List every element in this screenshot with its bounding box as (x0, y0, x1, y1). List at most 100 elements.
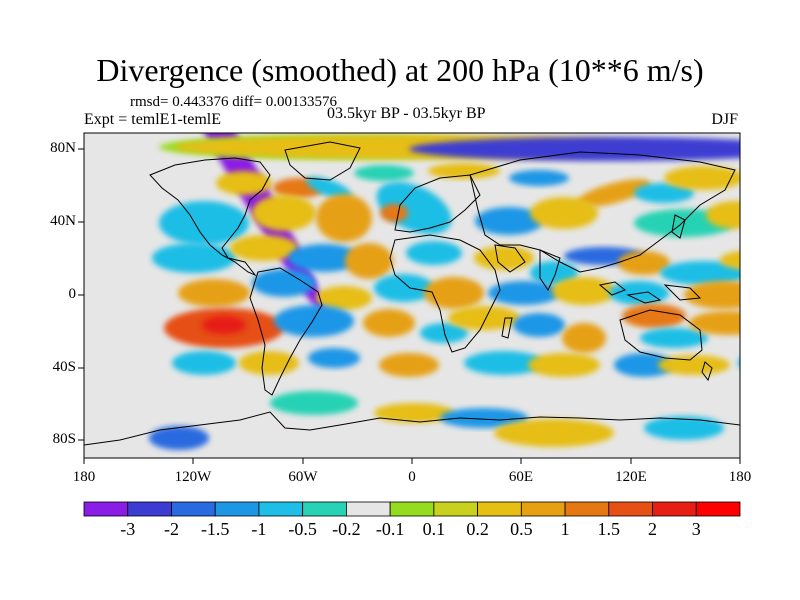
anomaly-patch (577, 179, 651, 207)
anomaly-patch (771, 214, 800, 242)
anomaly-patch (448, 306, 520, 330)
anomaly-patch (316, 194, 372, 242)
anomaly-patch (374, 403, 454, 423)
colorbar-box (477, 501, 522, 517)
anomaly-patch (216, 171, 272, 195)
anomaly-patch (420, 323, 468, 343)
axis-ticks (78, 148, 741, 464)
plot-title: Divergence (smoothed) at 200 hPa (10**6 … (96, 52, 704, 88)
x-tick-label: 60W (288, 469, 318, 485)
anomaly-patch (494, 419, 614, 447)
x-tick-label: 120W (174, 469, 212, 485)
y-tick-label: 0 (68, 286, 77, 302)
colorbar-label: 1.5 (597, 519, 621, 539)
anomaly-patch (409, 137, 740, 161)
x-tick-label: 180 (72, 469, 96, 485)
anomaly-patch (775, 238, 800, 254)
colorbar-label: 1 (560, 519, 570, 539)
colorbar-box (564, 501, 610, 517)
anomaly-patch (379, 353, 439, 377)
anomaly-patch (440, 408, 528, 428)
stats-line: rmsd= 0.443376 diff= 0.00133576 (130, 94, 338, 110)
anomaly-patch (780, 259, 800, 283)
colorbar-label: 2 (648, 519, 658, 539)
period-label: 03.5kyr BP - 03.5kyr BP (327, 105, 486, 122)
anomaly-patch (239, 351, 299, 375)
divergence-field (143, 133, 800, 450)
anomaly-patch (744, 416, 800, 440)
anomaly-patch (530, 261, 578, 285)
anomaly-patch (748, 321, 800, 345)
colorbar-box (695, 501, 741, 517)
anomaly-patch (562, 323, 606, 353)
anomaly-patch (664, 166, 740, 190)
y-tick-label: 80S (52, 431, 76, 447)
anomaly-patch (363, 309, 415, 337)
x-tick-label: 180 (728, 469, 752, 485)
colorbar-box (652, 501, 697, 517)
anomaly-patch (622, 304, 686, 328)
y-tick-label: 40N (50, 213, 76, 229)
anomaly-patch (464, 351, 544, 375)
anomaly-patch (475, 207, 543, 235)
anomaly-patch (345, 243, 393, 279)
colorbar-label: 0.2 (466, 519, 489, 539)
anomaly-patch (750, 174, 800, 192)
colorbar-box (83, 501, 129, 517)
anomaly-patch (530, 197, 598, 229)
x-tick-label: 0 (408, 469, 416, 485)
anomaly-patch (252, 195, 316, 231)
x-tick-label: 60E (508, 469, 534, 485)
colorbar-label: 0.5 (510, 519, 533, 539)
anomaly-patch (640, 328, 708, 348)
colorbar-box (520, 501, 566, 517)
anomaly-patch (288, 244, 360, 272)
anomaly-patch (149, 426, 209, 450)
anomaly-patch (306, 176, 352, 200)
colorbar-label: -0.1 (375, 519, 405, 539)
colorbar-label: -0.5 (288, 519, 317, 539)
coastlines (84, 141, 740, 446)
anomaly-patch (474, 246, 534, 270)
colorbar-label: 3 (691, 519, 701, 539)
anomaly-patch (354, 165, 414, 181)
anomaly-patch (230, 235, 298, 261)
anomaly-patch (720, 250, 740, 270)
anomaly-patch (152, 243, 236, 273)
colorbar-box (433, 501, 479, 517)
colorbar-box (302, 501, 347, 517)
anomaly-patch (374, 274, 434, 302)
anomaly-patch (274, 305, 354, 337)
anomaly-patch (552, 277, 616, 305)
colorbar-box (608, 501, 653, 517)
anomaly-patch (488, 281, 560, 305)
anomaly-patch (644, 416, 724, 440)
colorbar-box (171, 501, 216, 517)
anomaly-patch (252, 269, 316, 297)
anomaly-patch (509, 170, 569, 186)
colorbar-box (258, 501, 304, 517)
anomaly-patch (380, 204, 408, 222)
anomaly-patch (754, 286, 800, 310)
colorbar-box (214, 501, 260, 517)
colorbar-label: -1 (251, 519, 267, 539)
map-panel (84, 133, 800, 458)
colorbar-box (345, 501, 391, 517)
anomaly-patch (143, 133, 325, 314)
anomaly-patch (424, 277, 484, 309)
anomaly-patch (178, 279, 250, 307)
experiment-label: Expt = temlE1-temlE (84, 111, 221, 128)
anomaly-patch (270, 391, 358, 415)
anomaly-patch (316, 286, 372, 310)
colorbar-label: -3 (120, 519, 136, 539)
anomaly-patch (689, 311, 740, 335)
season-label: DJF (711, 111, 738, 128)
anomaly-patch (658, 355, 730, 375)
anomaly-patch (634, 183, 694, 203)
anomaly-patch (614, 353, 674, 377)
anomaly-patch (406, 241, 462, 265)
y-tick-label: 80N (50, 140, 76, 156)
anomaly-patch (513, 313, 565, 337)
anomaly-patch (172, 351, 236, 375)
